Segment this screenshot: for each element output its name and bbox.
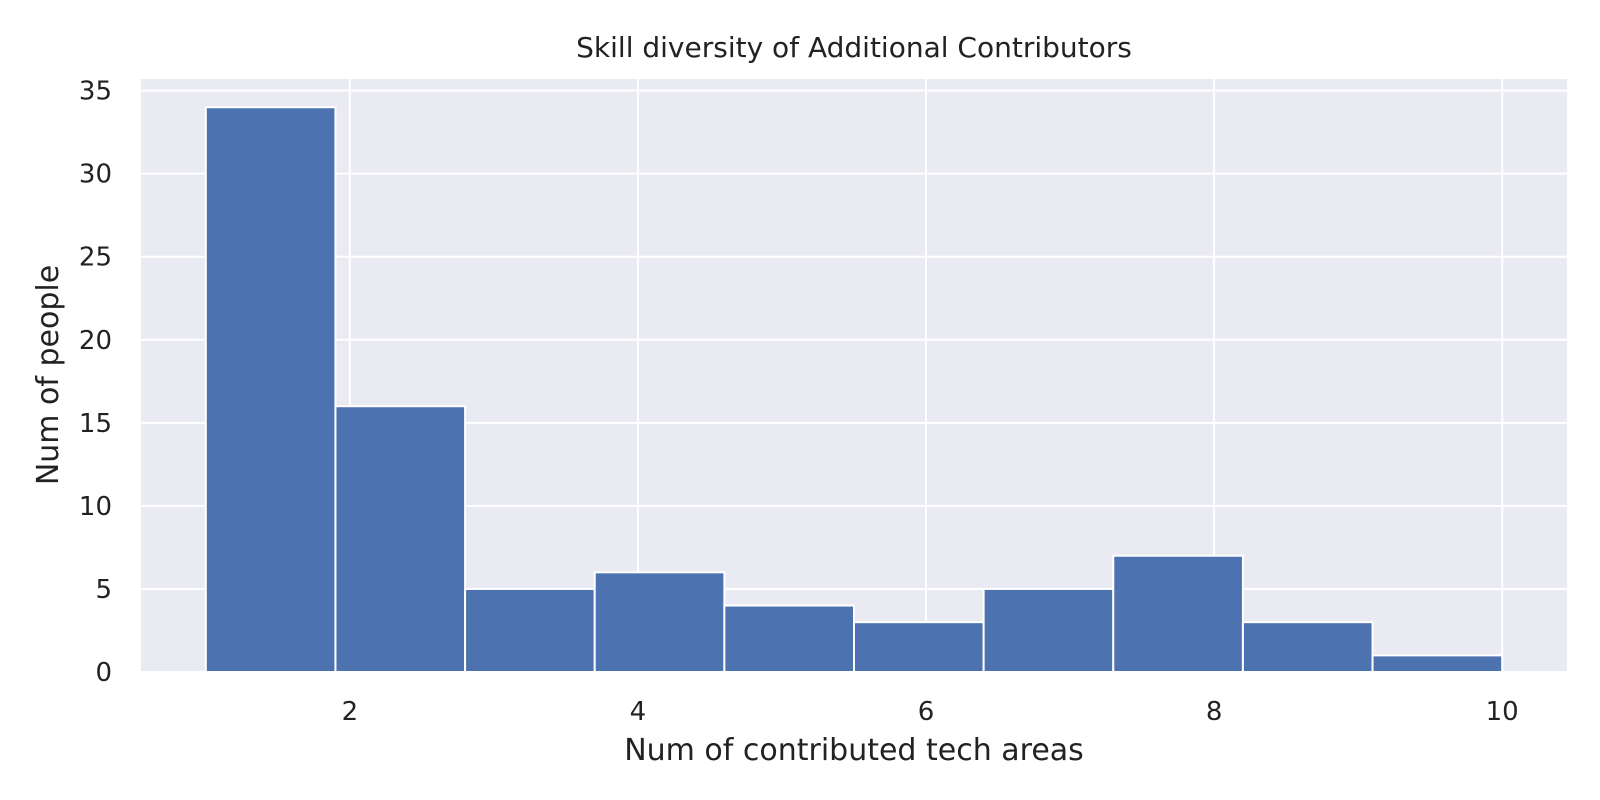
y-tick-label: 20	[79, 326, 112, 356]
histogram-bar-4	[593, 571, 726, 673]
x-tick-labels: 2 4 6 8 10	[342, 697, 1519, 727]
y-tick-label: 5	[95, 575, 112, 605]
x-tick-label: 4	[630, 697, 647, 727]
y-tick-label: 25	[79, 243, 112, 273]
histogram-bar-8	[1112, 554, 1244, 673]
histogram-bar-5	[723, 604, 856, 674]
y-tick-label: 15	[79, 409, 112, 439]
chart-title: Skill diversity of Additional Contributo…	[576, 31, 1132, 64]
y-tick-label: 30	[79, 160, 112, 190]
x-tick-label: 2	[342, 697, 359, 727]
y-tick-labels: 0 5 10 15 20 25 30 35	[79, 77, 112, 688]
y-axis-label: Num of people	[31, 265, 66, 485]
x-tick-label: 6	[918, 697, 935, 727]
histogram-bar-1	[204, 106, 337, 673]
histogram-bar-6	[853, 621, 985, 674]
histogram-bar-2	[334, 405, 467, 673]
bars	[204, 106, 1504, 674]
histogram-bar-9	[1241, 621, 1374, 674]
x-axis-label: Num of contributed tech areas	[624, 733, 1084, 768]
x-tick-label: 10	[1486, 697, 1519, 727]
histogram-bar-3	[464, 587, 596, 673]
histogram-bar-7	[982, 587, 1115, 673]
y-tick-label: 35	[79, 77, 112, 107]
x-tick-label: 8	[1206, 697, 1223, 727]
y-tick-label: 10	[79, 492, 112, 522]
histogram-bar-10	[1371, 654, 1504, 673]
y-tick-label: 0	[95, 658, 112, 688]
